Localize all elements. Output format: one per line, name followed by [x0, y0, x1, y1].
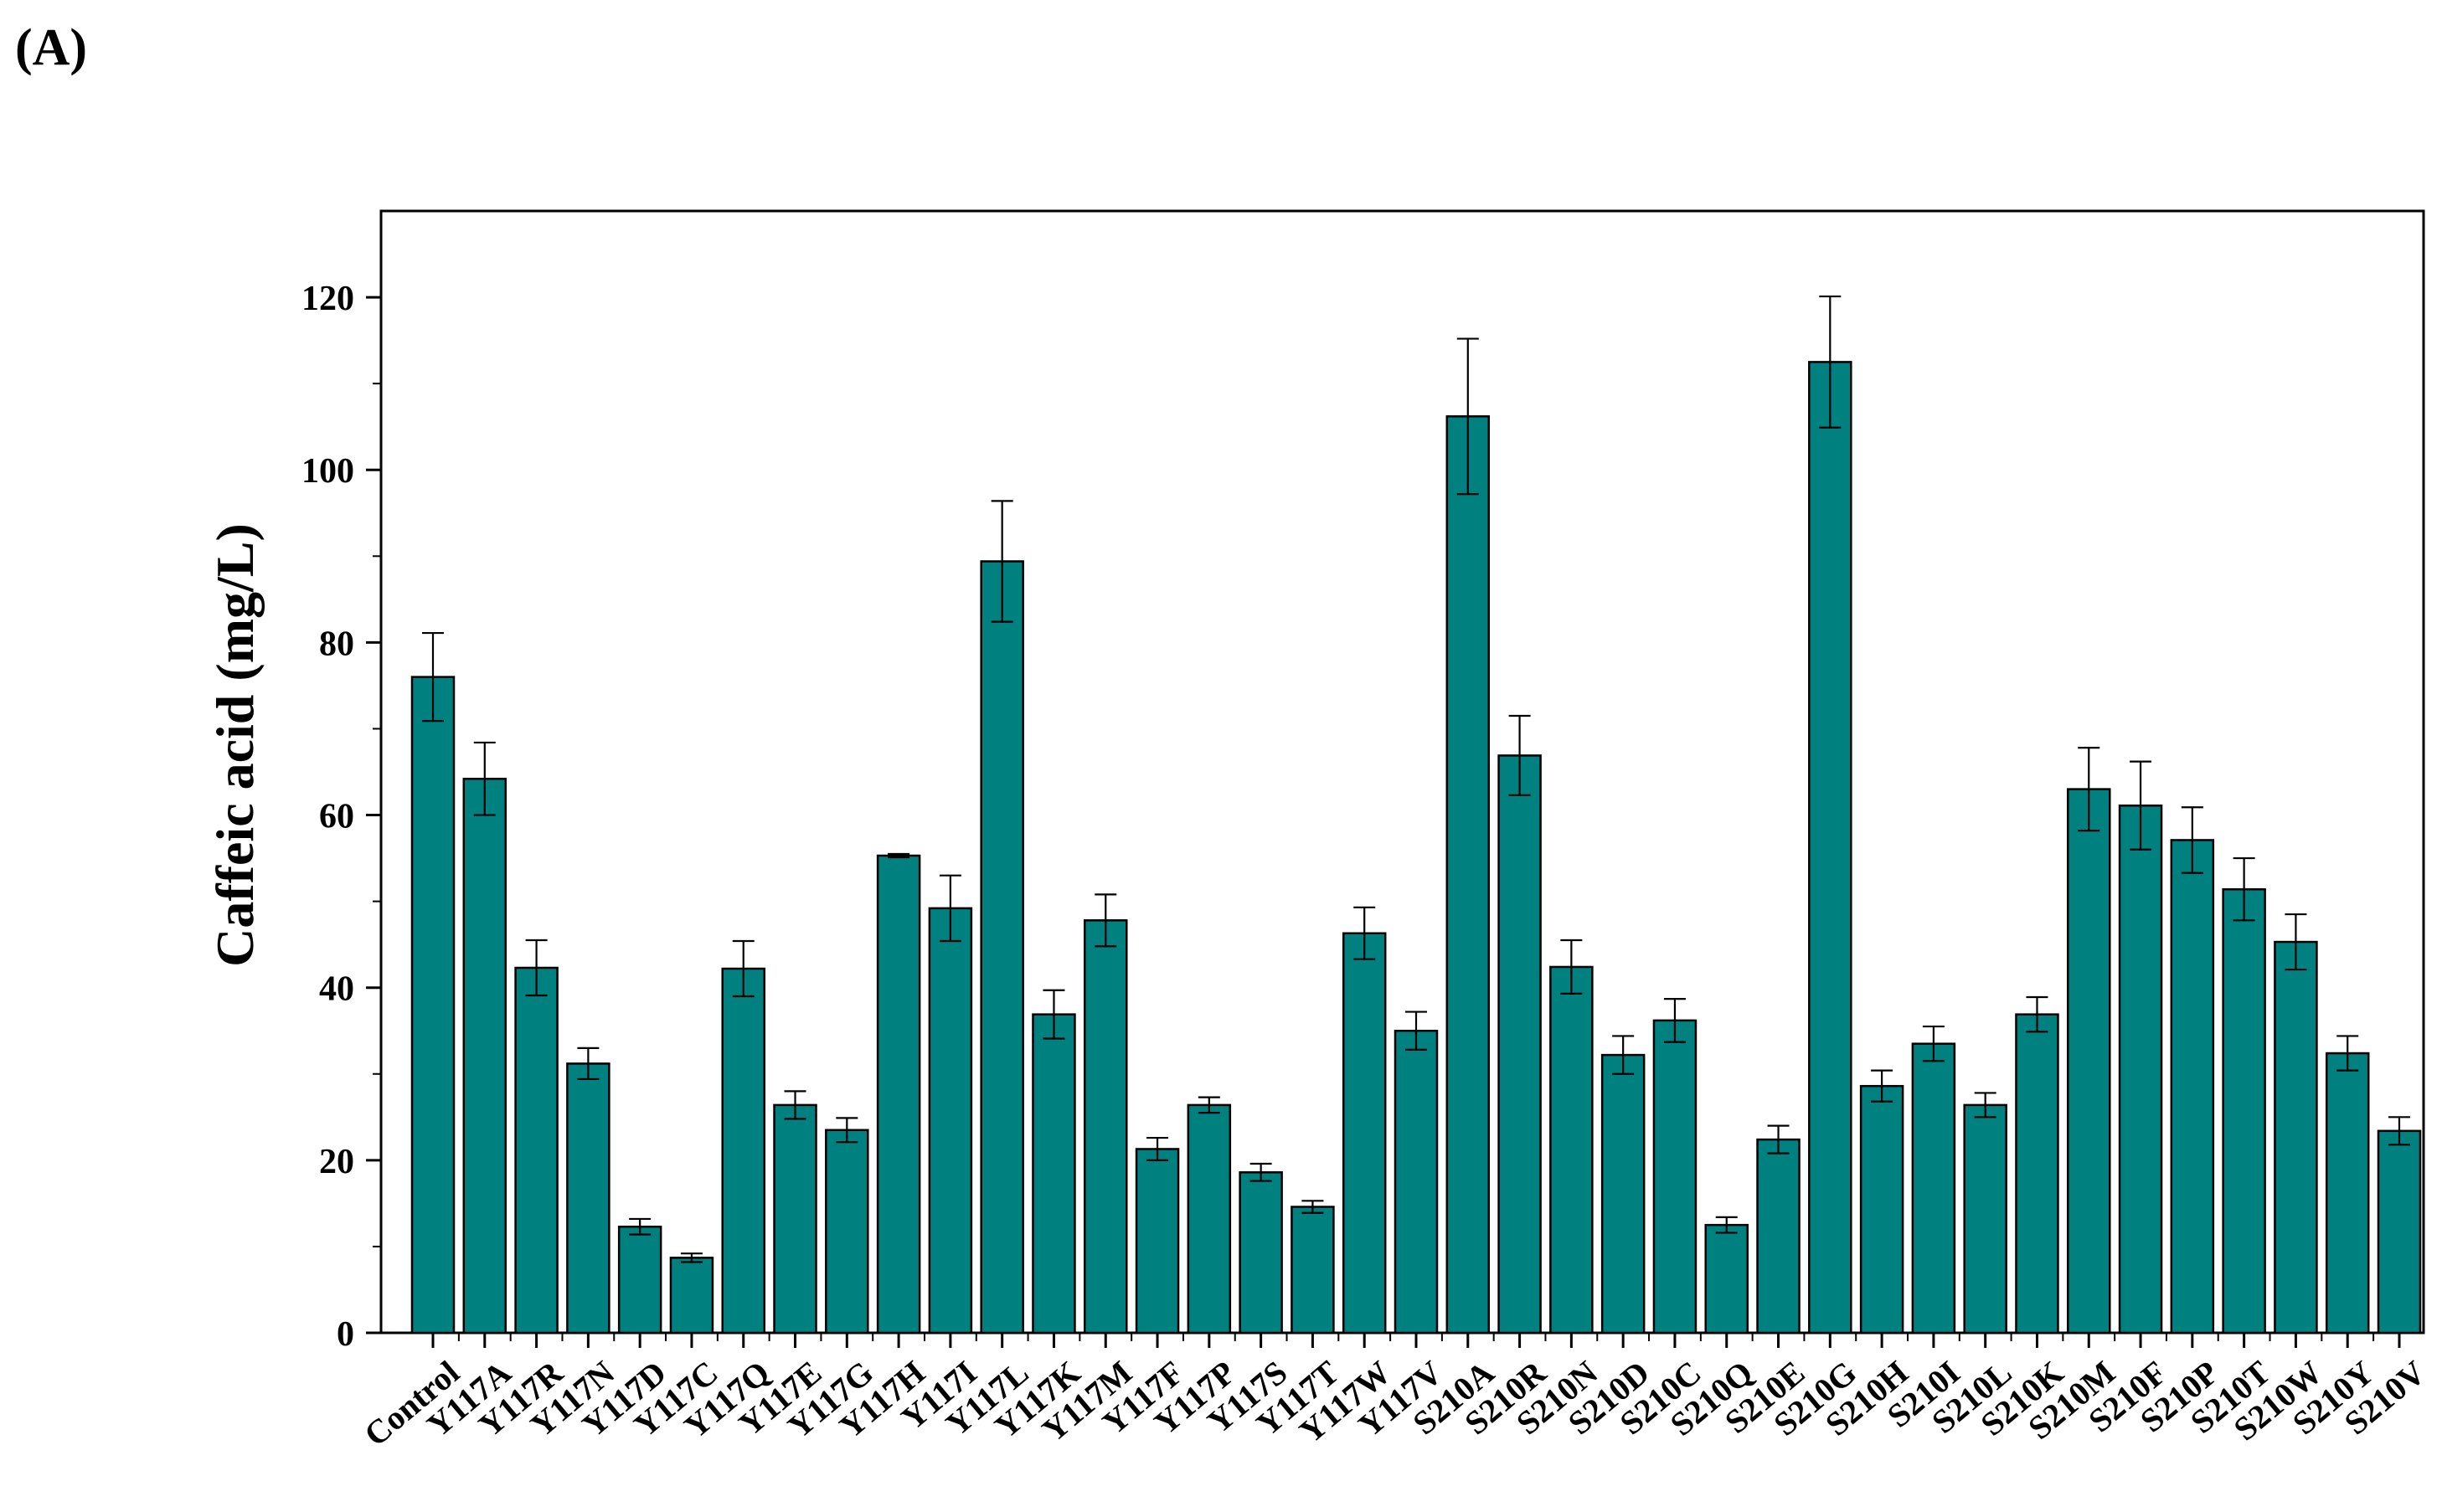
bar-Y117G [825, 1129, 869, 1335]
bar-Y117P [1187, 1103, 1232, 1335]
error-bar-S210E [1767, 1124, 1790, 1155]
bar-S210F [2118, 804, 2163, 1335]
error-bar-Control [422, 631, 444, 723]
error-bar-S210W [2285, 913, 2307, 971]
error-bar-S210T [2233, 856, 2255, 922]
error-bar-Y117C [680, 1252, 703, 1263]
error-bar-S210P [2181, 806, 2203, 874]
bar-Y117V [1394, 1029, 1439, 1335]
error-bar-Y117H [888, 852, 910, 859]
bars-layer [410, 361, 2422, 1335]
x-axis-ticks: ControlY117AY117RY117NY117DY117CY117QY11… [357, 1333, 2433, 1453]
panel-label: (A) [15, 19, 88, 76]
bar-Y117H [876, 854, 921, 1335]
error-bar-S210L [1974, 1092, 1996, 1119]
bar-S210D [1600, 1053, 1646, 1335]
bar-Y117W [1342, 932, 1387, 1335]
bar-Y117E [773, 1103, 817, 1335]
bar-S210M [2067, 788, 2111, 1335]
error-bar-S210I [1922, 1025, 1945, 1062]
bar-S210E [1756, 1138, 1801, 1335]
error-bar-Y117L [991, 500, 1013, 623]
bar-Y117K [1032, 1013, 1076, 1335]
bar-Y117S [1239, 1171, 1283, 1335]
bar-Y117R [514, 966, 559, 1335]
bar-S210G [1808, 361, 1852, 1335]
error-bars-layer [422, 295, 2410, 1263]
error-bar-Y117N [577, 1047, 600, 1081]
y-tick-label: 120 [301, 280, 354, 318]
error-bar-Y117M [1095, 893, 1117, 948]
error-bar-Y117G [836, 1117, 858, 1144]
bar-S210P [2170, 839, 2215, 1335]
bar-S210W [2274, 940, 2318, 1335]
bar-Control [410, 676, 456, 1335]
bar-S210K [2015, 1013, 2059, 1335]
bar-Y117L [980, 560, 1024, 1335]
error-bar-Y117K [1043, 989, 1065, 1040]
bar-Y117T [1291, 1206, 1335, 1335]
error-bar-Y117E [784, 1090, 806, 1120]
error-bar-S210N [1560, 939, 1583, 995]
error-bar-Y117F [1146, 1136, 1169, 1161]
error-bar-S210R [1508, 714, 1531, 796]
error-bar-Y117A [473, 741, 496, 816]
y-tick-label: 60 [319, 798, 354, 836]
error-bar-Y117D [629, 1217, 652, 1236]
bar-Y117D [617, 1225, 662, 1335]
bar-Y117F [1135, 1148, 1180, 1335]
error-bar-Y117I [939, 874, 961, 943]
error-bar-Y117T [1301, 1200, 1324, 1214]
y-axis-label: Caffeic acid (mg/L) [205, 523, 265, 967]
error-bar-S210M [2078, 747, 2100, 832]
bar-S210Y [2325, 1052, 2370, 1335]
bar-Y117N [566, 1062, 610, 1335]
error-bar-Y117Q [732, 939, 755, 998]
bar-Y117M [1084, 919, 1128, 1335]
bar-S210I [1911, 1042, 1956, 1335]
error-bar-Y117W [1353, 906, 1376, 960]
bar-S210T [2222, 887, 2266, 1335]
error-bar-S210V [2388, 1116, 2410, 1146]
bar-S210H [1859, 1084, 1904, 1335]
bar-Y117A [462, 777, 507, 1335]
bar-Y117I [928, 907, 973, 1335]
error-bar-Y117R [525, 939, 548, 997]
y-tick-label: 80 [319, 625, 354, 663]
bar-S210C [1652, 1019, 1698, 1335]
error-bar-Y117P [1198, 1096, 1220, 1114]
y-tick-label: 20 [319, 1143, 354, 1181]
error-bar-S210D [1612, 1035, 1635, 1075]
error-bar-Y117S [1249, 1162, 1272, 1182]
bar-Y117Q [721, 967, 765, 1335]
y-axis-ticks: 0 20 40 60 80 100 120 [301, 280, 381, 1354]
error-bar-S210Q [1715, 1216, 1738, 1234]
error-bar-S210A [1456, 337, 1479, 496]
bar-S210Q [1704, 1223, 1749, 1335]
bar-S210V [2377, 1129, 2422, 1335]
error-bar-S210F [2130, 760, 2152, 851]
y-tick-label: 0 [337, 1315, 354, 1354]
error-bar-S210C [1663, 997, 1686, 1043]
error-bar-S210K [2026, 995, 2048, 1033]
y-tick-label: 40 [319, 970, 354, 1009]
bar-Y117C [669, 1257, 714, 1335]
error-bar-S210G [1819, 295, 1842, 429]
error-bar-S210Y [2336, 1035, 2359, 1072]
bar-S210A [1445, 415, 1491, 1335]
error-bar-S210H [1871, 1069, 1893, 1103]
bar-S210R [1497, 754, 1542, 1335]
bar-S210N [1549, 965, 1594, 1335]
y-tick-label: 100 [301, 452, 354, 491]
error-bar-Y117V [1405, 1011, 1427, 1052]
bar-S210L [1963, 1103, 2007, 1335]
